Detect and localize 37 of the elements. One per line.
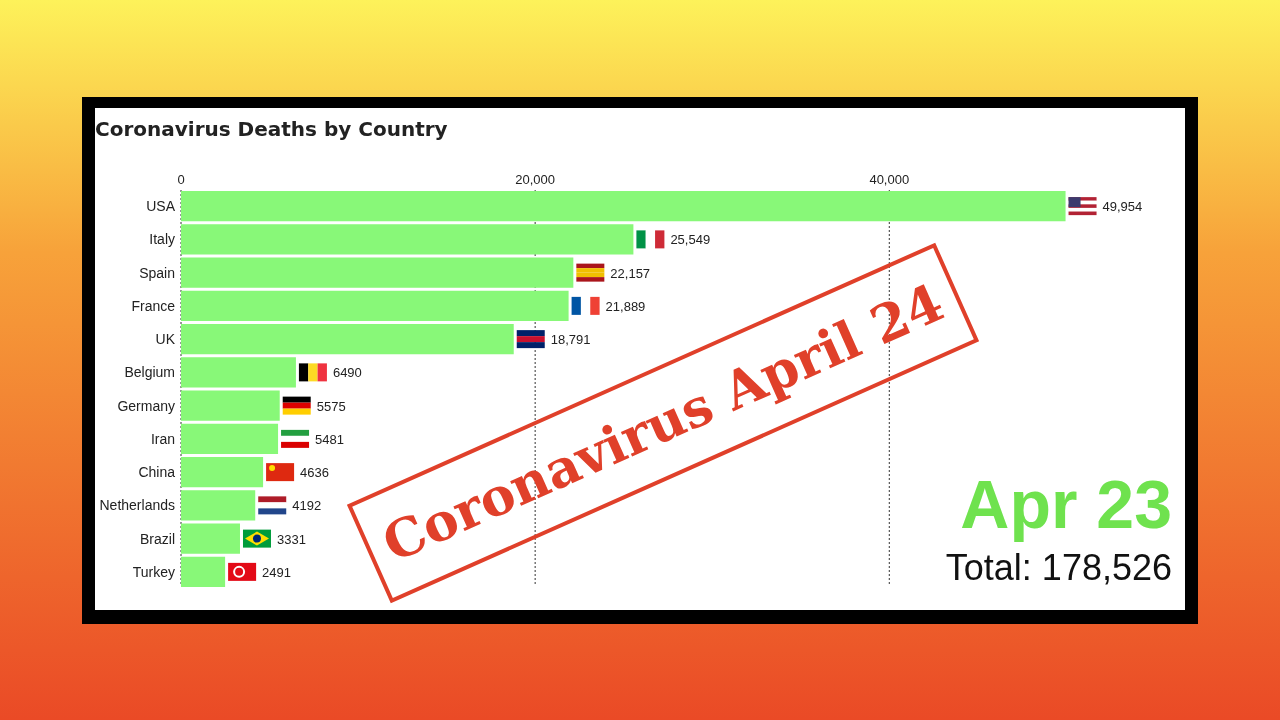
bar [181,523,240,554]
y-tick-label: France [131,297,176,314]
data-label: 4636 [300,465,330,481]
annotation: Total: 178,526 [945,547,1172,588]
bar [181,191,1066,222]
annotation: Apr 23 [960,466,1172,542]
y-tick-label: China [138,464,176,481]
data-label: 4192 [292,498,322,514]
x-tick-label: 0 [177,172,185,187]
y-tick-label: Netherlands [99,497,175,514]
y-tick-label: Brazil [139,530,175,547]
x-tick-label: 40,000 [869,172,910,187]
data-label: 2491 [262,564,292,580]
data-label: 21,889 [605,298,646,314]
y-tick-label: UK [155,331,176,348]
x-tick-label: 20,000 [515,172,556,187]
y-tick-label: Germany [117,397,175,414]
data-label: 49,954 [1102,199,1143,215]
bar [181,490,256,521]
data-label: 22,157 [610,265,651,281]
bar [181,423,279,454]
y-tick-label: Spain [139,264,175,281]
data-label: 25,549 [670,232,711,248]
y-tick-label: Turkey [132,563,175,580]
y-tick-label: Iran [150,430,175,447]
data-label: 6490 [332,365,362,381]
bar [181,390,280,421]
y-tick-label: Belgium [124,364,175,381]
data-label: 18,791 [550,332,591,348]
data-label: 5575 [316,398,346,414]
y-tick-label: Italy [149,231,175,248]
data-label: 3331 [276,531,306,547]
bar [181,257,574,288]
chart-title: Coronavirus Deaths by Country [95,117,448,141]
bar [181,324,514,355]
y-tick-label: USA [146,198,176,215]
data-label: 5481 [315,431,344,447]
